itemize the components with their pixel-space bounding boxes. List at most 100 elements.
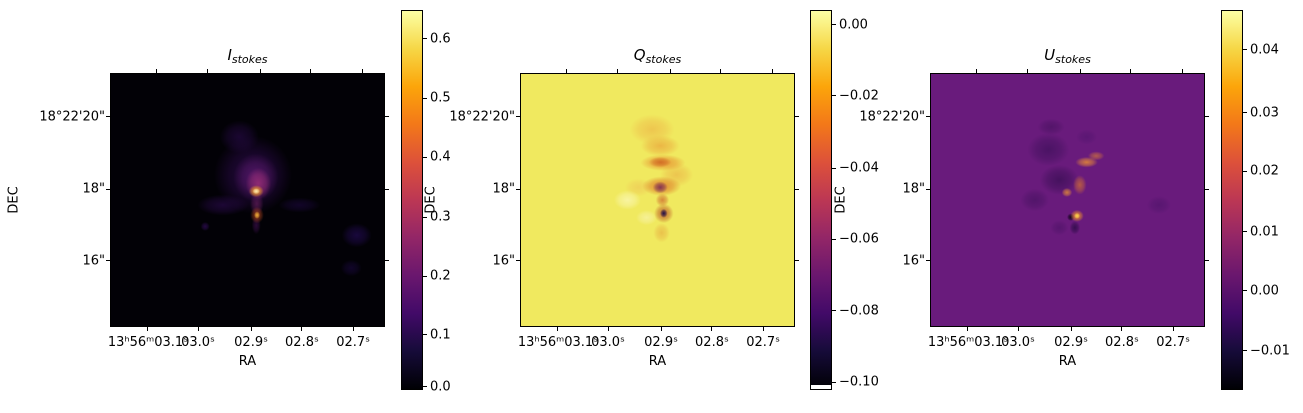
colorbar-tick — [832, 310, 836, 312]
q-stokes-image — [520, 73, 795, 327]
y-tick-label: 16" — [82, 253, 105, 269]
x-tick-label: 13ʰ56ᵐ03.1ˢ — [107, 335, 189, 350]
y-tick — [926, 116, 930, 118]
y-tick — [106, 260, 110, 262]
colorbar-i — [401, 10, 423, 390]
x-tick-label: 02.8ˢ — [695, 335, 729, 350]
x-tick — [660, 327, 662, 331]
x-axis-label: RA — [1058, 354, 1077, 369]
colorbar-tick-label: 0.0 — [430, 379, 451, 395]
y-tick-label: 18" — [82, 181, 105, 197]
x-tick — [250, 327, 252, 331]
x-tick-label: 02.7ˢ — [1156, 335, 1190, 350]
x-tick — [1181, 69, 1183, 73]
x-tick — [310, 69, 312, 73]
x-tick — [967, 327, 969, 331]
x-tick — [1079, 69, 1081, 73]
y-tick — [795, 260, 799, 262]
x-tick — [711, 327, 713, 331]
panel-title-u: Ustokes — [930, 44, 1205, 66]
x-tick — [156, 69, 158, 73]
y-tick — [516, 260, 520, 262]
colorbar-tick-label: 0.03 — [1250, 105, 1279, 121]
y-tick-label: 16" — [902, 253, 925, 269]
colorbar-tick — [423, 386, 427, 388]
colorbar-tick — [832, 95, 836, 97]
title-main: I — [227, 46, 232, 64]
colorbar-tick-label: 0.5 — [430, 90, 451, 106]
panel-title-q: Qstokes — [520, 44, 795, 66]
y-tick — [106, 116, 110, 118]
colorbar-tick — [423, 275, 427, 277]
colorbar-tick-label: 0.1 — [430, 327, 451, 343]
colorbar-under-strip — [811, 385, 831, 389]
x-tick-label: 02.9ˢ — [1054, 335, 1088, 350]
x-tick-label: 03.0ˢ — [591, 335, 625, 350]
colorbar-tick — [832, 381, 836, 383]
colorbar-tick-label: 0.04 — [1250, 42, 1279, 58]
colorbar-tick-label: 0.01 — [1250, 224, 1279, 240]
x-tick — [616, 69, 618, 73]
colorbar-tick — [1243, 350, 1247, 352]
colorbar-tick-label: −0.08 — [839, 303, 879, 319]
x-tick — [1017, 327, 1019, 331]
colorbar-tick — [832, 167, 836, 169]
x-tick-label: 13ʰ56ᵐ03.1ˢ — [517, 335, 599, 350]
x-tick — [301, 327, 303, 331]
y-tick-label: 18°22'20" — [449, 109, 515, 125]
x-tick — [259, 69, 261, 73]
colorbar-tick-label: −0.01 — [1250, 343, 1290, 359]
x-axis-label: RA — [238, 354, 257, 369]
x-tick-label: 02.9ˢ — [644, 335, 678, 350]
colorbar-tick-label: 0.6 — [430, 31, 451, 47]
y-tick — [795, 116, 799, 118]
y-tick — [106, 188, 110, 190]
colorbar-tick — [1243, 231, 1247, 233]
y-tick — [1205, 188, 1209, 190]
colorbar-tick-label: 0.2 — [430, 268, 451, 284]
panel-title-i: Istokes — [110, 44, 385, 66]
x-tick-label: 02.8ˢ — [1105, 335, 1139, 350]
colorbar-q — [810, 10, 832, 390]
x-tick — [669, 69, 671, 73]
x-tick — [206, 69, 208, 73]
x-tick-label: 02.7ˢ — [746, 335, 780, 350]
colorbar-tick-label: 0.4 — [430, 149, 451, 165]
colorbar-tick — [423, 216, 427, 218]
colorbar-tick — [1243, 49, 1247, 51]
x-tick — [720, 69, 722, 73]
colorbar-u — [1221, 10, 1243, 390]
x-tick — [197, 327, 199, 331]
x-tick — [1026, 69, 1028, 73]
title-subscript: stokes — [231, 53, 268, 66]
x-tick — [771, 69, 773, 73]
y-tick — [926, 188, 930, 190]
x-tick — [762, 327, 764, 331]
y-tick-label: 18" — [902, 181, 925, 197]
title-main: U — [1044, 46, 1056, 64]
y-tick-label: 18°22'20" — [859, 109, 925, 125]
x-tick — [566, 69, 568, 73]
colorbar-tick-label: −0.06 — [839, 231, 879, 247]
y-tick — [1205, 260, 1209, 262]
y-tick — [795, 188, 799, 190]
x-tick — [976, 69, 978, 73]
x-tick-label: 13ʰ56ᵐ03.1ˢ — [927, 335, 1009, 350]
x-tick — [1121, 327, 1123, 331]
colorbar-tick-label: 0.02 — [1250, 163, 1279, 179]
colorbar-tick — [423, 97, 427, 99]
y-tick-label: 18" — [492, 181, 515, 197]
x-tick-label: 03.0ˢ — [1001, 335, 1035, 350]
y-tick — [516, 188, 520, 190]
title-subscript: stokes — [1055, 53, 1091, 66]
colorbar-tick-label: −0.02 — [839, 88, 879, 104]
x-tick — [147, 327, 149, 331]
y-tick — [516, 116, 520, 118]
colorbar-tick — [1243, 290, 1247, 292]
y-tick — [1205, 116, 1209, 118]
x-tick — [557, 327, 559, 331]
u-stokes-image — [930, 73, 1205, 327]
y-tick — [385, 116, 389, 118]
colorbar-tick-label: 0.00 — [839, 17, 868, 33]
